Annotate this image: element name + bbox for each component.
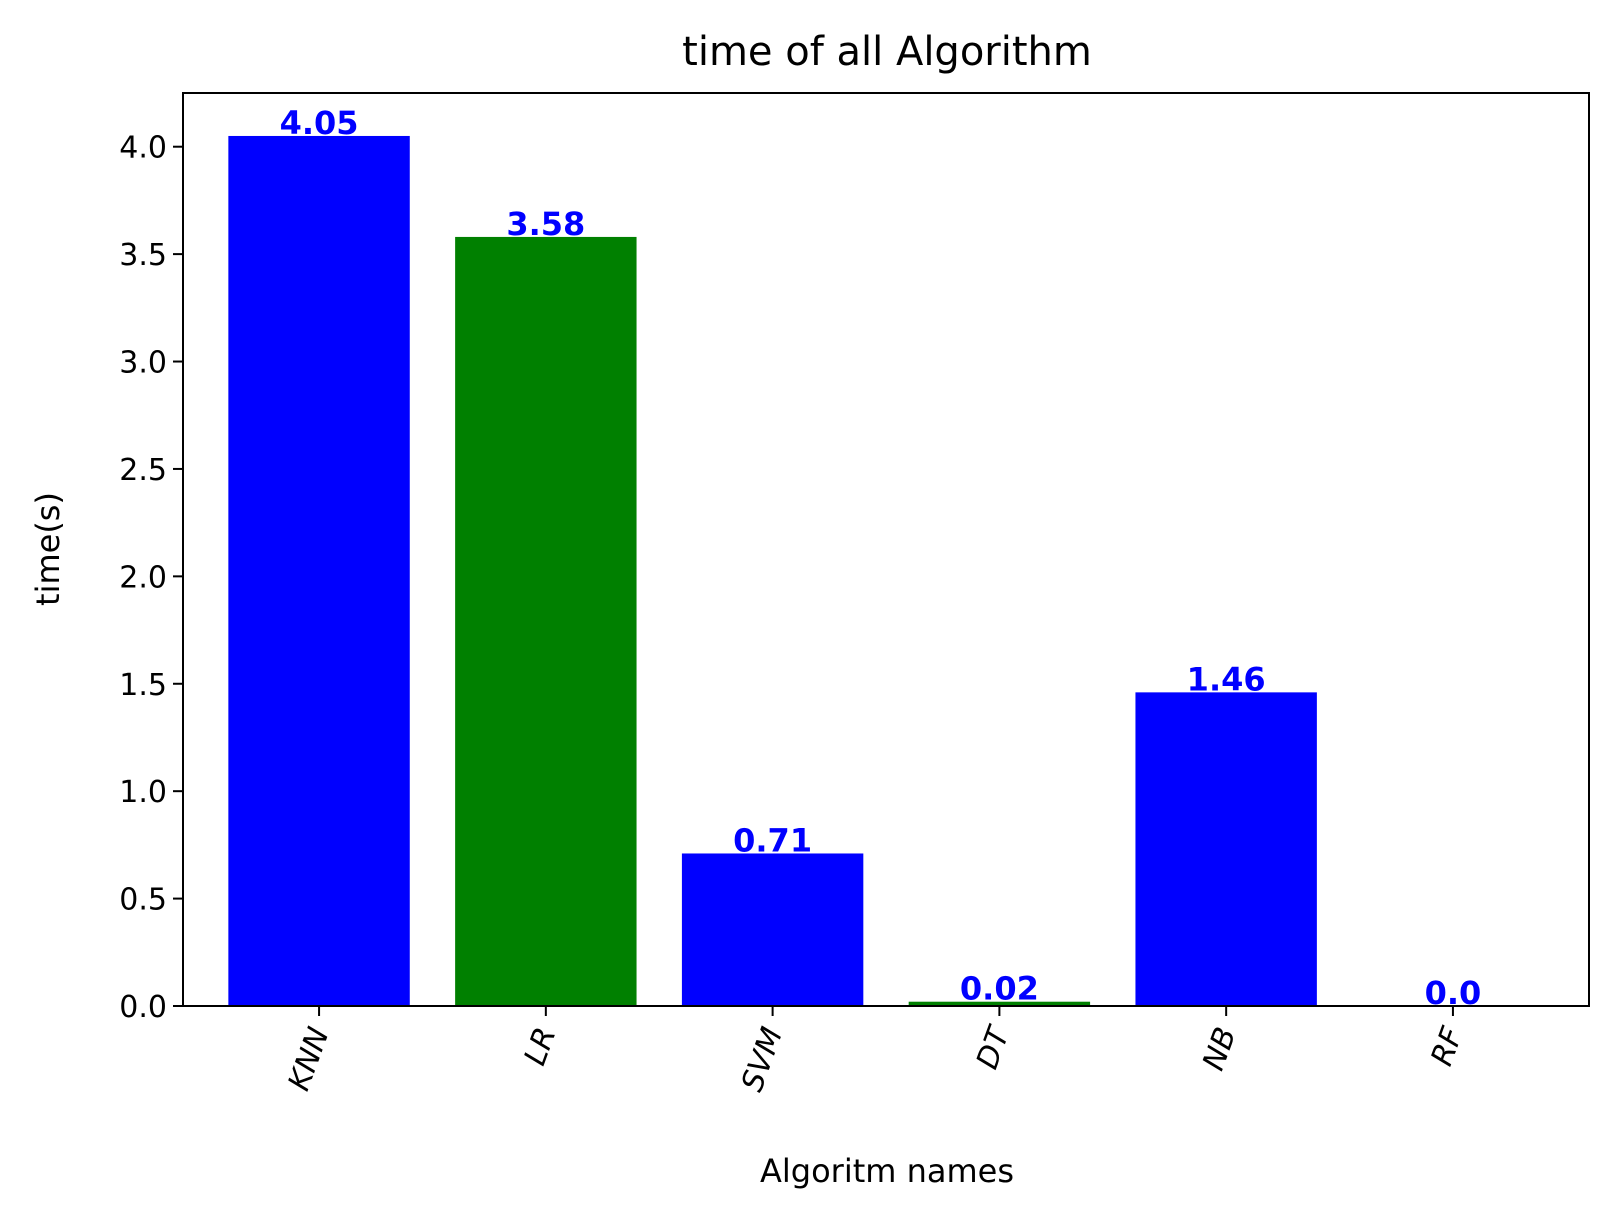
x-axis-label: Algoritm names xyxy=(760,1152,1014,1190)
bar-nb xyxy=(1135,692,1316,1006)
bar-lr xyxy=(455,237,636,1006)
y-tick-label-2: 1.0 xyxy=(119,775,167,810)
data-label-lr: 3.58 xyxy=(506,205,585,243)
y-tick-label-7: 3.5 xyxy=(119,238,167,273)
data-label-nb: 1.46 xyxy=(1187,660,1266,698)
y-tick-label-3: 1.5 xyxy=(119,668,167,703)
data-label-svm: 0.71 xyxy=(733,821,812,859)
y-tick-label-6: 3.0 xyxy=(119,346,167,381)
y-tick-label-4: 2.0 xyxy=(119,560,167,595)
bar-knn xyxy=(228,136,409,1006)
chart-title: time of all Algorithm xyxy=(682,29,1092,75)
data-label-dt: 0.02 xyxy=(960,970,1039,1008)
y-tick-label-8: 4.0 xyxy=(119,131,167,166)
y-axis-label: time(s) xyxy=(29,492,67,606)
bar-svm xyxy=(682,853,863,1006)
y-tick-label-0: 0.0 xyxy=(119,990,167,1025)
data-label-knn: 4.05 xyxy=(280,104,359,142)
y-tick-label-5: 2.5 xyxy=(119,453,167,488)
y-tick-label-1: 0.5 xyxy=(119,883,167,918)
